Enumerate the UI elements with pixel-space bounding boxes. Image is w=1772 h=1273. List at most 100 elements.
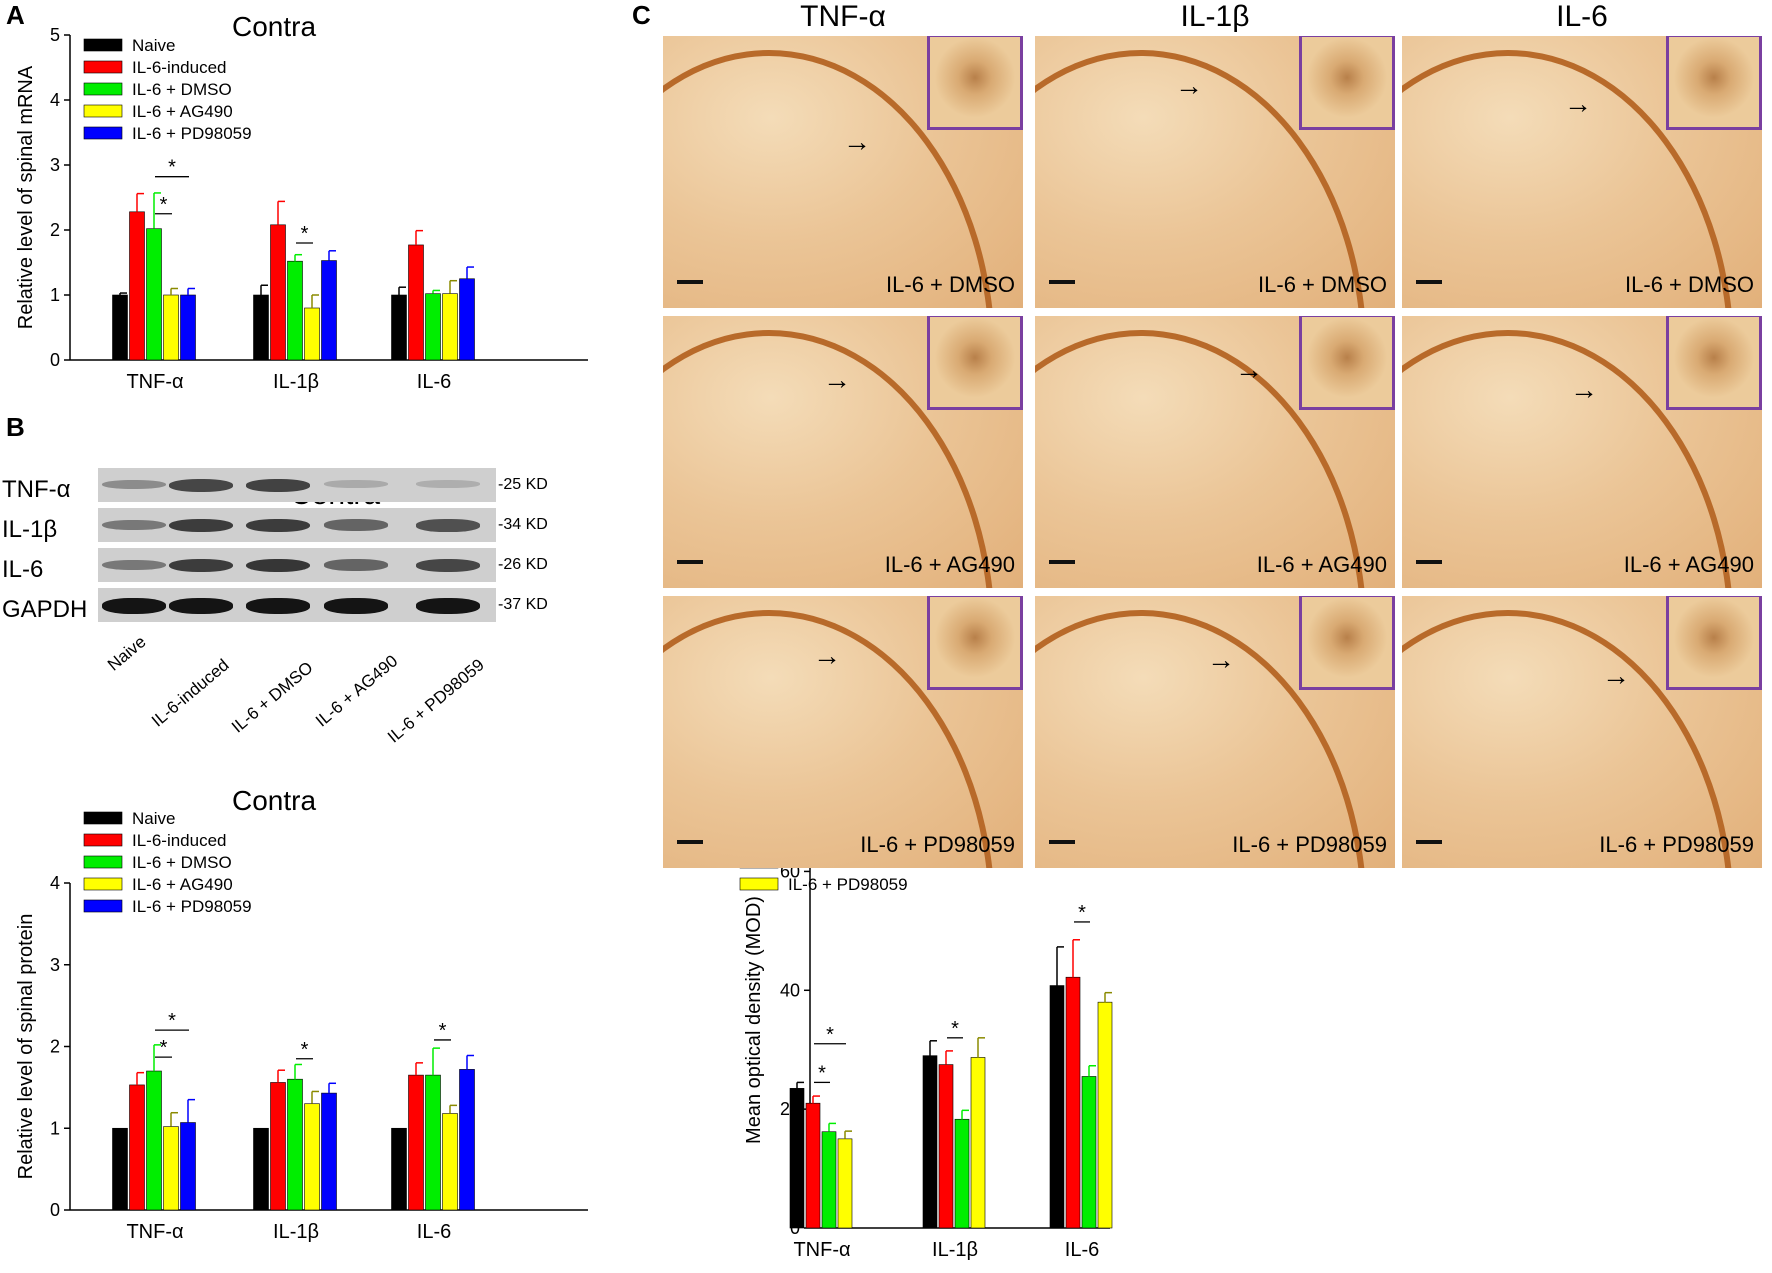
category-label: IL-1β	[273, 1221, 319, 1243]
scale-bar	[677, 840, 703, 844]
y-axis-label: Mean optical density (MOD)	[743, 896, 765, 1144]
bar	[304, 1103, 320, 1211]
micrograph-panel: → IL-6 + PD98059	[663, 596, 1023, 868]
significance-star: *	[1078, 902, 1086, 924]
micrograph-condition-label: IL-6 + PD98059	[1599, 832, 1754, 857]
blot-lane-label: IL-6 + PD98059	[384, 655, 488, 747]
arrow-right-icon: →	[813, 640, 841, 671]
category-label: TNF-α	[126, 371, 183, 393]
blot-band	[246, 598, 310, 614]
bar	[442, 1113, 458, 1211]
category-label: IL-1β	[273, 371, 319, 393]
bar	[408, 1074, 424, 1211]
micrograph-condition-label: IL-6 + AG490	[884, 552, 1015, 577]
panel-letter-c: C	[632, 0, 651, 30]
legend-swatch	[83, 855, 123, 869]
micrograph-panel: → IL-6 + AG490	[663, 316, 1023, 588]
blot-lane-label: IL-6 + AG490	[312, 651, 402, 731]
blot-band	[169, 598, 233, 614]
blot-band	[169, 558, 233, 573]
significance-star: *	[301, 1039, 309, 1061]
bar	[789, 1088, 805, 1229]
blot-kd-label: -34 KD	[498, 516, 548, 533]
bar	[270, 1082, 286, 1211]
blot-kd-label: -26 KD	[498, 556, 548, 573]
blot-kd-label: -25 KD	[498, 476, 548, 493]
y-tick-label: 1	[50, 285, 60, 305]
significance-star: *	[168, 157, 176, 179]
blot-lane-label: Naive	[104, 632, 150, 675]
scale-bar	[1416, 560, 1442, 564]
micrograph-panel: → IL-6 + DMSO	[663, 36, 1023, 308]
bar	[287, 1078, 303, 1211]
y-tick-label: 0	[50, 350, 60, 370]
micrograph-condition-label: IL-6 + DMSO	[1258, 272, 1387, 297]
legend-swatch	[83, 899, 123, 913]
chart-a-mrna: Contra 0 1 2 3 4 5 Relative level of spinal mRN…	[15, 11, 588, 393]
category-label: IL-6	[417, 371, 451, 393]
y-axis-label: Relative level of spinal protein	[15, 914, 37, 1180]
legend-swatch	[83, 38, 123, 52]
bar	[970, 1057, 986, 1229]
y-tick-label: 0	[50, 1200, 60, 1220]
y-axis-label: Relative level of spinal mRNA	[15, 65, 37, 329]
arrow-right-icon: →	[823, 364, 851, 395]
blot-row-label: IL-1β	[2, 516, 58, 543]
legend-label: IL-6 + AG490	[132, 875, 233, 894]
significance-star: *	[160, 1037, 168, 1059]
scale-bar	[677, 280, 703, 284]
chart-d-optical-density: 0204060Mean optical density (MOD)TNF-αIL…	[739, 809, 1113, 1261]
scale-bar	[677, 560, 703, 564]
scale-bar	[1049, 560, 1075, 564]
scale-bar	[1416, 280, 1442, 284]
micrograph-condition-label: IL-6 + DMSO	[886, 272, 1015, 297]
arrow-right-icon: →	[1564, 88, 1592, 119]
legend-label: IL-6-induced	[132, 831, 227, 850]
blot-band	[102, 519, 166, 531]
significance-star: *	[951, 1018, 959, 1040]
micrograph-panel: → IL-6 + AG490	[1402, 316, 1762, 588]
legend-swatch	[83, 104, 123, 118]
significance-star: *	[168, 1010, 176, 1032]
legend-label: IL-6 + PD98059	[132, 897, 252, 916]
legend-swatch	[83, 126, 123, 140]
legend-label: IL-6 + AG490	[132, 102, 233, 121]
scale-bar	[1416, 840, 1442, 844]
significance-star: *	[160, 194, 168, 216]
blot-kd-label: -37 KD	[498, 596, 548, 613]
arrow-right-icon: →	[1235, 354, 1263, 385]
blot-band	[246, 478, 310, 493]
magnified-inset	[1299, 36, 1395, 130]
legend-swatch	[83, 833, 123, 847]
blot-lane-label: IL-6-induced	[148, 655, 233, 731]
blot-band	[102, 598, 166, 614]
y-tick-label: 4	[50, 90, 60, 110]
blot-band	[416, 480, 480, 489]
category-label: TNF-α	[126, 1221, 183, 1243]
category-label: IL-6	[1065, 1239, 1099, 1261]
micrograph-panel: → IL-6 + DMSO	[1402, 36, 1762, 308]
micrograph-panel: → IL-6 + DMSO	[1035, 36, 1395, 308]
blot-band	[246, 558, 310, 573]
bar	[112, 1127, 128, 1211]
legend-label: Naive	[132, 809, 175, 828]
arrow-right-icon: →	[1175, 70, 1203, 101]
y-tick-label: 2	[50, 1037, 60, 1057]
category-label: IL-6	[417, 1221, 451, 1243]
bar	[163, 1126, 179, 1211]
bar	[425, 1074, 441, 1211]
bar	[1049, 985, 1065, 1229]
legend-label: IL-6 + PD98059	[132, 124, 252, 143]
bar	[391, 1127, 407, 1211]
category-label: TNF-α	[793, 1239, 850, 1261]
blot-band	[169, 518, 233, 533]
magnified-inset	[1299, 316, 1395, 410]
bar	[180, 1122, 196, 1211]
chart-title: Contra	[232, 785, 316, 816]
significance-star: *	[439, 1020, 447, 1042]
bar	[253, 1127, 269, 1211]
blot-band	[324, 480, 388, 489]
bar	[321, 1092, 337, 1211]
magnified-inset	[927, 316, 1023, 410]
significance-star: *	[818, 1062, 826, 1084]
